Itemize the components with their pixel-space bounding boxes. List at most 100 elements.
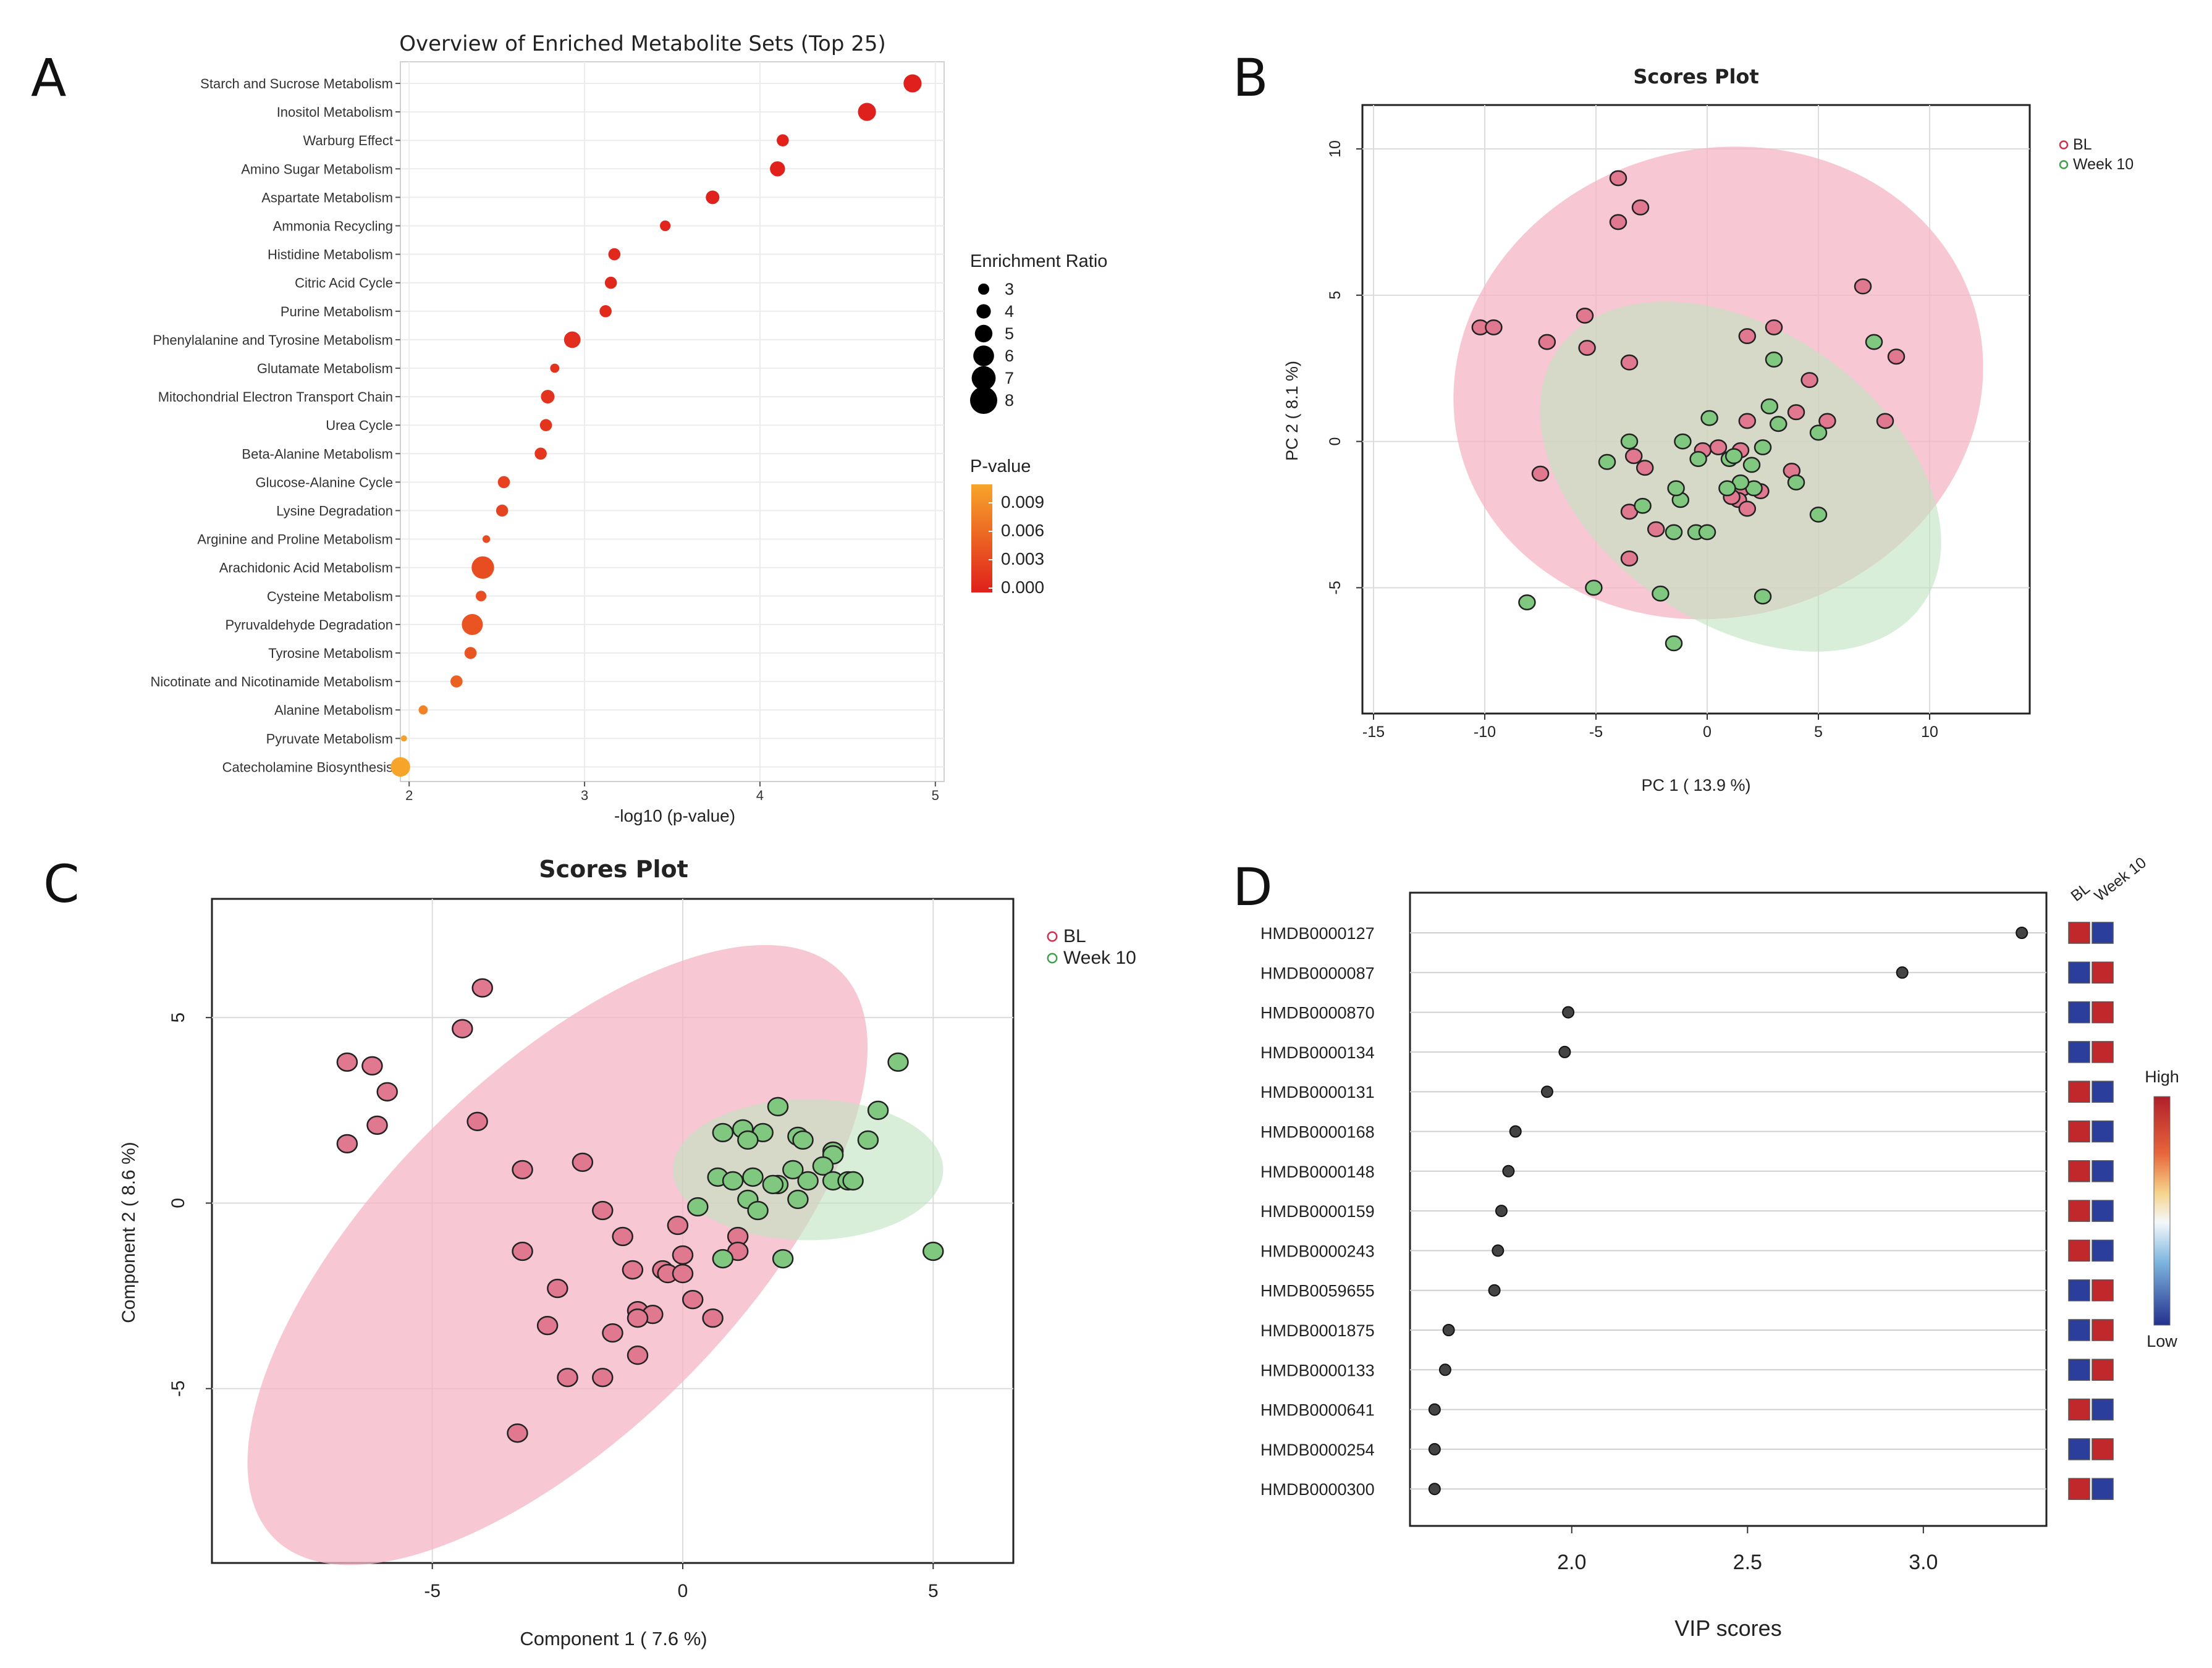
panel-a-category-label: Inositol Metabolism — [277, 104, 393, 120]
panel-d-colorbar-high: High — [2145, 1068, 2179, 1086]
panel-a-category-label: Alanine Metabolism — [274, 702, 393, 718]
panel-d-category-label: HMDB0000133 — [1260, 1361, 1375, 1379]
panel-a-point — [706, 190, 720, 204]
panel-b-point-week10 — [1620, 433, 1639, 450]
panel-a-point — [418, 705, 428, 715]
panel-a-category-label: Ammonia Recycling — [273, 219, 393, 234]
panel-a-x-tick-label: 5 — [932, 788, 939, 803]
panel-b-point-bl — [1576, 308, 1594, 324]
panel-c-point-bl — [612, 1226, 633, 1247]
panel-c-point-bl — [452, 1019, 473, 1038]
panel-a-point — [903, 74, 922, 93]
panel-a-category-label: Beta-Alanine Metabolism — [242, 446, 393, 461]
panel-b-point-week10 — [1742, 457, 1761, 473]
panel-a-size-legend-dot — [976, 304, 991, 319]
panel-c: Scores Plot -5 0 5 -5 0 5 Component 1 ( 7.6 %… — [119, 856, 1136, 1649]
panel-b-legend-marker — [2059, 160, 2069, 169]
panel-b-point-bl — [1876, 413, 1894, 429]
panel-b-title: Scores Plot — [1633, 65, 1758, 88]
panel-a-size-legend-label: 3 — [1005, 280, 1014, 298]
panel-b-y-tick-label: -5 — [1327, 581, 1344, 594]
panel-d-heat-cell — [2068, 961, 2090, 984]
panel-b-point-bl — [1738, 413, 1757, 429]
panel-a-category-label: Nicotinate and Nicotinamide Metabolism — [150, 674, 393, 689]
panel-a-category-label: Glutamate Metabolism — [257, 361, 393, 376]
panel-d-heatmap-column-label: Week 10 — [2091, 854, 2150, 905]
panel-d-vip-point — [1488, 1284, 1501, 1297]
panel-letter-c: C — [43, 854, 80, 914]
panel-b-legend-label: Week 10 — [2073, 156, 2134, 173]
panel-c-point-bl — [536, 1315, 559, 1336]
panel-d-colorbar — [2153, 1096, 2171, 1326]
panel-c-point-week10 — [787, 1189, 809, 1210]
panel-c-legend-label: BL — [1063, 926, 1086, 946]
panel-c-point-bl — [361, 1056, 383, 1076]
panel-c-point-bl — [512, 1160, 533, 1180]
panel-a-size-legend-label: 8 — [1005, 391, 1014, 410]
panel-c-point-bl — [376, 1082, 398, 1101]
panel-d-heat-cell — [2068, 1279, 2090, 1302]
panel-c-y-tick-label: 0 — [168, 1198, 188, 1208]
panel-b-x-tick-label: -15 — [1362, 723, 1385, 741]
panel-c-point-bl — [557, 1368, 578, 1388]
panel-letter-a: A — [31, 48, 66, 108]
panel-c-plot: -5 0 5 -5 0 5 — [168, 899, 1013, 1601]
panel-d-vip-point — [1495, 1205, 1508, 1218]
panel-d-heat-cell — [2092, 1200, 2114, 1222]
panel-a-category-label: Aspartate Metabolism — [261, 190, 393, 205]
panel-a-point — [770, 161, 785, 177]
panel-a-point — [660, 220, 671, 232]
panel-d-plot: 2.0 2.5 3.0 HMDB0000127 HMDB0000087 HMDB00008… — [1260, 924, 2046, 1574]
panel-c-point-bl — [592, 1368, 614, 1388]
panel-a-point — [539, 419, 552, 431]
panel-b-point-bl — [1647, 521, 1665, 537]
panel-a-color-legend: 0.009 0.006 0.003 0.000 — [989, 492, 1044, 597]
panel-a-category-label: Starch and Sucrose Metabolism — [200, 76, 393, 91]
panel-a-category-label: Purine Metabolism — [281, 304, 393, 319]
panel-d-heat-cell — [2092, 1001, 2114, 1024]
panel-c-legend-marker — [1047, 931, 1058, 942]
panel-c-y-tick-label: -5 — [168, 1380, 188, 1397]
panel-b-point-week10 — [1698, 524, 1716, 541]
panel-b-plot: -15 -10 -5 0 5 10 -5 0 5 10 — [1327, 105, 2030, 741]
panel-d-vip-point — [1558, 1045, 1571, 1058]
panel-b-point-week10 — [1652, 585, 1670, 602]
panel-b-point-week10 — [1518, 594, 1536, 610]
panel-c-point-week10 — [812, 1156, 834, 1176]
panel-a-category-label: Amino Sugar Metabolism — [241, 161, 393, 177]
panel-a-category-label: Warburg Effect — [303, 133, 393, 148]
panel-a-point — [390, 757, 410, 777]
panel-b-point-week10 — [1665, 635, 1683, 652]
panel-a-point — [497, 476, 510, 489]
panel-a-size-legend-dot — [971, 366, 996, 390]
panel-b-point-bl — [1609, 170, 1627, 187]
panel-d-heat-cell — [2092, 1279, 2114, 1302]
panel-b-point-bl — [1631, 199, 1650, 216]
panel-d-vip-point — [1442, 1324, 1455, 1336]
panel-b-point-week10 — [1689, 451, 1707, 467]
panel-d-heat-cell — [2092, 922, 2114, 944]
panel-d-vip-point — [1428, 1403, 1441, 1416]
panel-d: 2.0 2.5 3.0 HMDB0000127 HMDB0000087 HMDB00008… — [1260, 854, 2179, 1641]
panel-d-heat-cell — [2068, 1319, 2090, 1341]
panel-b-point-bl — [1854, 278, 1872, 295]
panel-b-legend-label: BL — [2073, 136, 2092, 153]
panel-a-point — [550, 363, 560, 373]
panel-a-plot-area — [400, 61, 945, 782]
panel-c-legend-marker — [1047, 953, 1058, 964]
panel-a-color-legend-title: P-value — [970, 457, 1031, 476]
panel-c-point-week10 — [867, 1100, 889, 1120]
panel-c-point-week10 — [712, 1123, 734, 1143]
panel-letter-b: B — [1233, 48, 1269, 108]
panel-d-heat-cell — [2068, 1398, 2090, 1421]
panel-c-ellipse-bl — [247, 945, 868, 1565]
panel-b-y-tick-label: 5 — [1327, 291, 1344, 300]
panel-b-point-week10 — [1760, 398, 1779, 415]
panel-c-x-tick-label: 5 — [928, 1581, 939, 1601]
panel-c-point-week10 — [712, 1249, 734, 1269]
panel-c-x-tick-label: 0 — [678, 1581, 688, 1601]
panel-d-heat-cell — [2092, 1160, 2114, 1182]
panel-d-heat-cell — [2068, 1001, 2090, 1024]
panel-b-point-week10 — [1674, 433, 1692, 450]
